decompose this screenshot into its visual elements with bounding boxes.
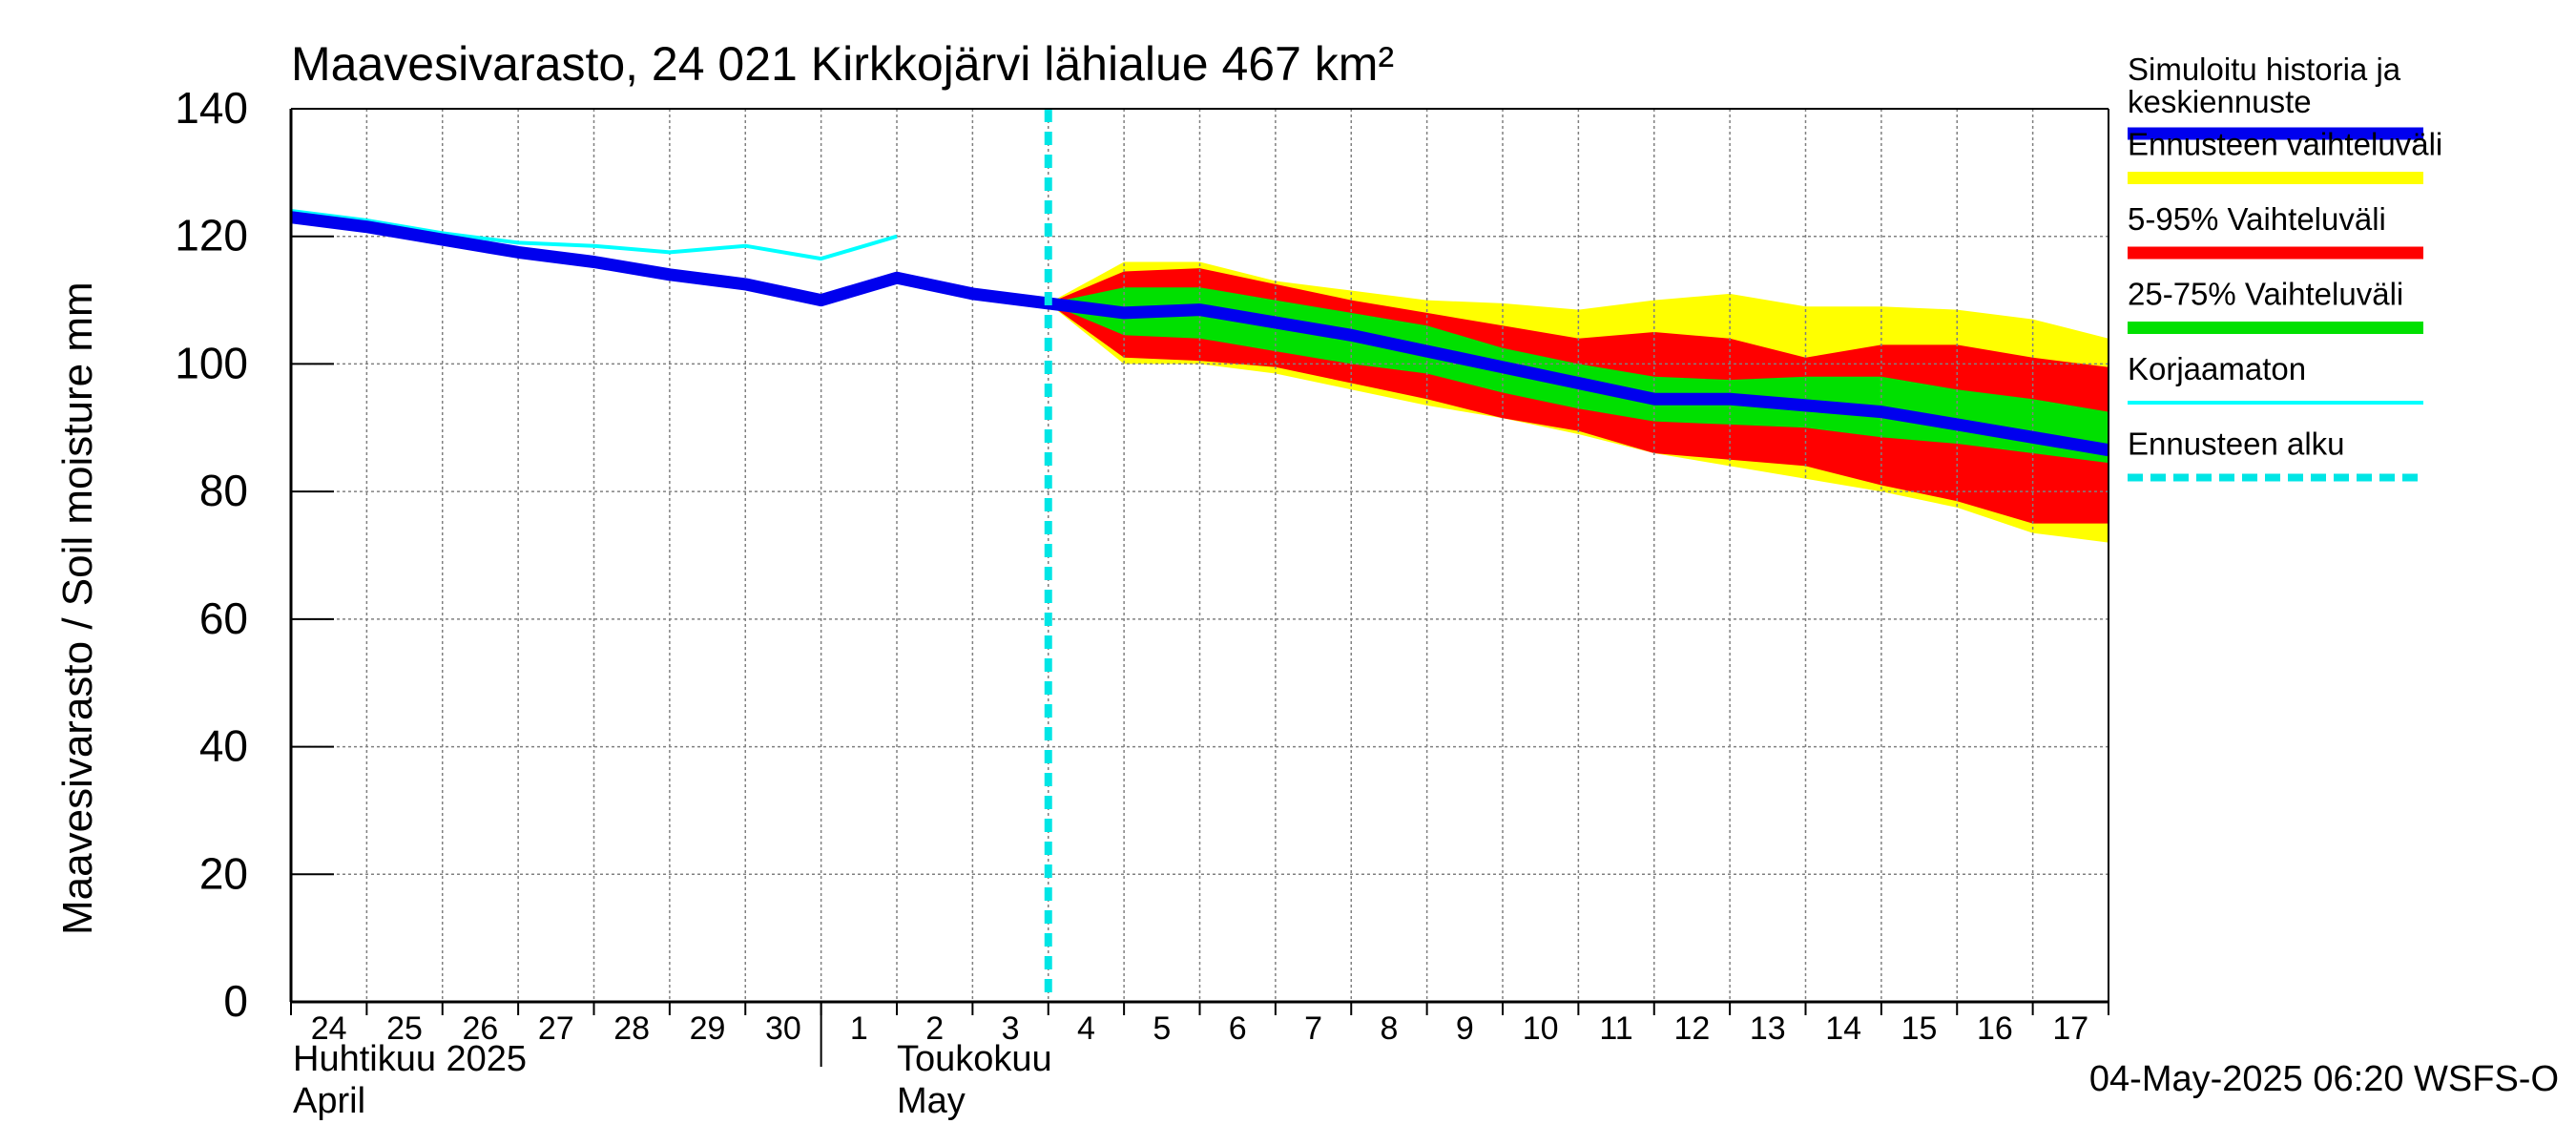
uncorrected-line (290, 209, 898, 261)
x-tick-label: 14 (1825, 1010, 1861, 1047)
legend-label-line2: keskiennuste (2128, 84, 2312, 119)
x-tick-label: 10 (1523, 1010, 1559, 1047)
x-tick-label: 6 (1229, 1010, 1247, 1047)
x-tick-label: 4 (1077, 1010, 1095, 1047)
x-tick-label: 24 (311, 1010, 347, 1047)
month-label-en: April (293, 1081, 365, 1121)
month-label: Toukokuu (897, 1039, 1052, 1079)
x-tick-label: 5 (1153, 1010, 1171, 1047)
x-tick-label: 1 (850, 1010, 868, 1047)
timestamp: 04-May-2025 06:20 WSFS-O (2089, 1059, 2559, 1099)
legend-label: Korjaamaton (2128, 351, 2306, 386)
y-tick-label: 120 (175, 211, 248, 260)
x-tick-label: 30 (765, 1010, 801, 1047)
x-tick-label: 17 (2052, 1010, 2088, 1047)
legend-label: Ennusteen alku (2128, 427, 2345, 462)
month-label: Huhtikuu 2025 (293, 1039, 527, 1079)
legend-label: 5-95% Vaihteluväli (2128, 201, 2386, 237)
x-tick-label: 9 (1456, 1010, 1474, 1047)
legend-label: Ennusteen vaihteluväli (2128, 127, 2442, 162)
x-tick-label: 3 (1002, 1010, 1020, 1047)
x-tick-label: 29 (690, 1010, 726, 1047)
legend-label: 25-75% Vaihteluväli (2128, 277, 2403, 312)
legend-label: Simuloitu historia ja (2128, 52, 2401, 87)
y-tick-label: 140 (175, 83, 248, 133)
x-tick-label: 8 (1380, 1010, 1398, 1047)
x-tick-label: 26 (463, 1010, 499, 1047)
month-label-en: May (897, 1081, 966, 1121)
y-tick-label: 0 (223, 976, 248, 1026)
y-tick-label: 60 (199, 593, 248, 643)
x-tick-label: 2 (925, 1010, 944, 1047)
x-tick-label: 25 (386, 1010, 423, 1047)
x-tick-label: 13 (1750, 1010, 1786, 1047)
x-tick-label: 12 (1674, 1010, 1711, 1047)
x-tick-label: 7 (1304, 1010, 1322, 1047)
x-tick-label: 11 (1599, 1010, 1632, 1047)
y-axis-label: Maavesivarasto / Soil moisture mm (54, 281, 101, 935)
x-tick-label: 27 (538, 1010, 574, 1047)
x-tick-label: 28 (613, 1010, 650, 1047)
y-tick-label: 20 (199, 848, 248, 898)
y-tick-label: 40 (199, 721, 248, 771)
x-tick-label: 16 (1977, 1010, 2013, 1047)
x-tick-label: 15 (1901, 1010, 1938, 1047)
y-tick-label: 100 (175, 338, 248, 387)
simulated-line (290, 211, 2110, 457)
chart-title: Maavesivarasto, 24 021 Kirkkojärvi lähia… (291, 37, 1394, 91)
y-tick-label: 80 (199, 466, 248, 515)
